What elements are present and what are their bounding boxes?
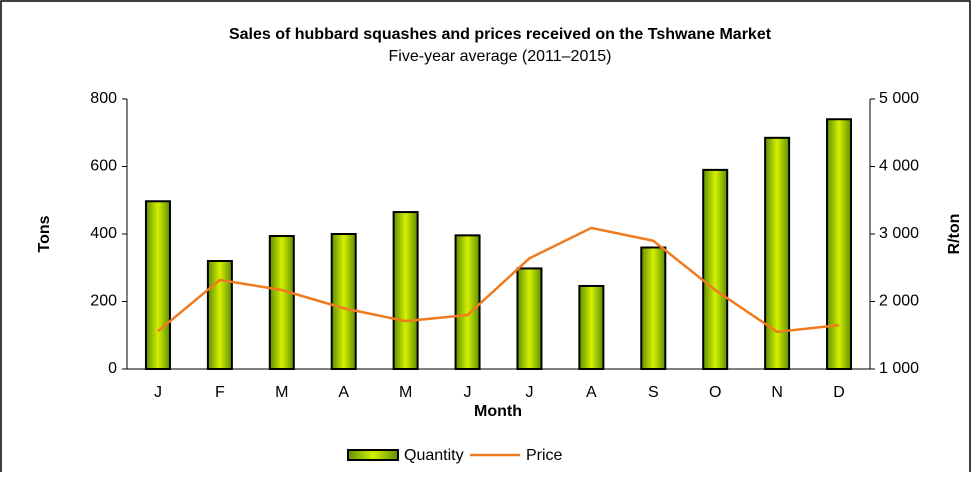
y2-axis-title: R/ton: [946, 214, 963, 255]
bar: [454, 234, 481, 370]
bar: [516, 267, 543, 370]
bar: [268, 235, 295, 370]
x-tick-label: J: [525, 384, 533, 401]
x-tick-label: O: [709, 384, 721, 401]
legend-label: Price: [526, 447, 563, 464]
legend-label: Quantity: [404, 447, 464, 464]
chart-subtitle: Five-year average (2011–2015): [389, 48, 612, 65]
x-tick-label: S: [648, 384, 659, 401]
bar: [206, 260, 233, 370]
y-tick-label: 0: [108, 360, 117, 377]
bar: [826, 118, 853, 370]
y2-tick-label: 3 000: [879, 225, 919, 242]
x-tick-label: M: [399, 384, 412, 401]
x-axis-title: Month: [474, 403, 522, 420]
x-tick-label: D: [833, 384, 845, 401]
bar: [640, 246, 667, 370]
bar: [578, 284, 605, 371]
chart-title: Sales of hubbard squashes and prices rec…: [229, 26, 772, 43]
x-tick-label: J: [154, 384, 162, 401]
y2-tick-label: 4 000: [879, 158, 919, 175]
y-tick-label: 600: [90, 158, 117, 175]
x-tick-label: J: [464, 384, 472, 401]
x-tick-label: M: [275, 384, 288, 401]
bar: [330, 233, 357, 370]
bar: [144, 200, 171, 370]
x-tick-label: A: [586, 384, 597, 401]
price-line: [157, 226, 840, 334]
bar: [702, 168, 729, 370]
x-tick-label: N: [771, 384, 783, 401]
legend-swatch: [347, 449, 399, 461]
bar: [764, 136, 791, 370]
y-tick-label: 200: [90, 293, 117, 310]
bar: [392, 211, 419, 370]
y2-tick-label: 2 000: [879, 293, 919, 310]
x-tick-label: F: [215, 384, 225, 401]
y-axis-title: Tons: [36, 215, 53, 252]
y2-tick-label: 5 000: [879, 90, 919, 107]
y2-tick-label: 1 000: [879, 360, 919, 377]
x-tick-label: A: [338, 384, 349, 401]
y-tick-label: 400: [90, 225, 117, 242]
y-tick-label: 800: [90, 90, 117, 107]
